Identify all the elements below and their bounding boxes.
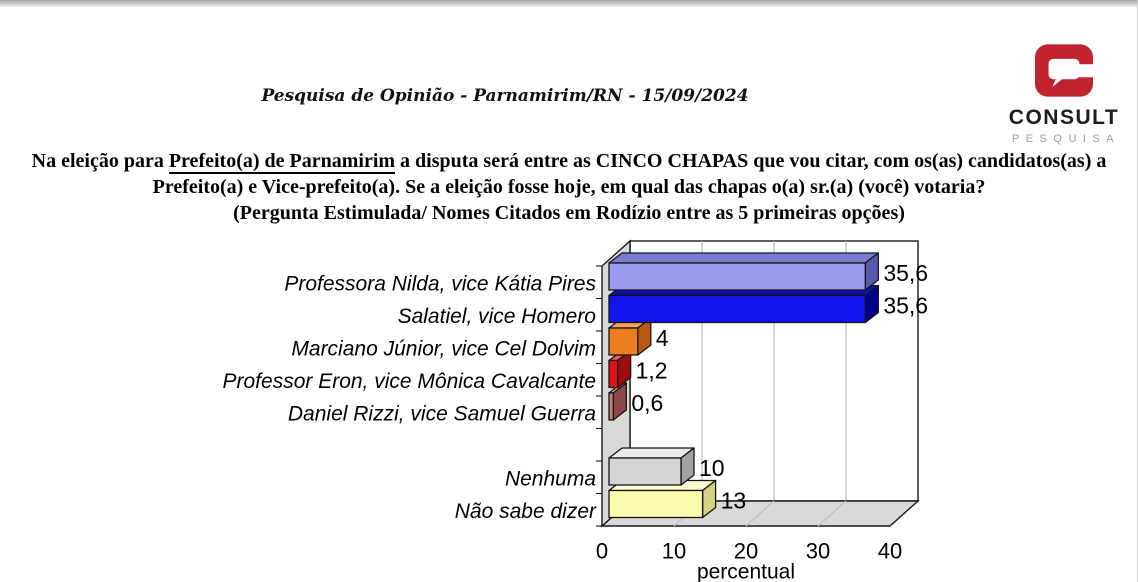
question-line1-underlined: Prefeito(a) de Parnamirim — [168, 150, 396, 174]
bar — [608, 294, 866, 324]
bar-value-label: 0,6 — [631, 390, 663, 416]
consult-logo: CONSULT PESQUISA — [1001, 44, 1127, 145]
question-line1-pre: Na eleição para — [31, 150, 169, 172]
bar — [608, 457, 682, 486]
bar-value-label: 1,2 — [636, 358, 668, 384]
survey-subtitle: Pesquisa de Opinião - Parnamirim/RN - 15… — [261, 86, 749, 106]
question-line1-post: a disputa será entre as CINCO CHAPAS que… — [395, 150, 1107, 172]
x-axis-tick-label: 40 — [878, 539, 902, 564]
bar-value-label: 35,6 — [883, 293, 928, 319]
bar-top-face — [608, 252, 879, 264]
bar-value-label: 13 — [721, 488, 747, 514]
category-label: Marciano Júnior, vice Cel Dolvim — [291, 337, 596, 360]
x-axis-tick-label: 10 — [662, 539, 686, 564]
window-top-edge — [0, 0, 1137, 7]
category-label: Professora Nilda, vice Kátia Pires — [284, 272, 596, 295]
category-label: Professor Eron, vice Mônica Cavalcante — [223, 370, 597, 393]
question-line-2: Prefeito(a) e Vice-prefeito(a). Se a ele… — [152, 176, 986, 198]
question-line-3: (Pergunta Estimulada/ Nomes Citados em R… — [233, 202, 905, 224]
x-axis-tick-label: 20 — [734, 539, 758, 564]
bar-value-label: 4 — [656, 325, 669, 351]
logo-tagline: PESQUISA — [1011, 133, 1121, 145]
category-label: Daniel Rizzi, vice Samuel Guerra — [288, 402, 596, 425]
category-label: Nenhuma — [505, 467, 596, 490]
consult-logo-icon — [1035, 44, 1093, 97]
x-axis-title: percentual — [697, 561, 795, 582]
bar — [608, 262, 866, 291]
bar — [608, 392, 614, 421]
gridline-floor — [745, 500, 775, 527]
gridline-floor — [817, 500, 847, 527]
survey-question: Na eleição para Prefeito(a) de Parnamiri… — [0, 148, 1137, 226]
bar — [608, 327, 639, 356]
x-axis-tick-label: 30 — [806, 539, 830, 564]
bar-value-label: 10 — [699, 455, 725, 481]
category-label: Não sabe dizer — [455, 500, 597, 523]
category-label: Salatiel, vice Homero — [398, 305, 597, 328]
bar-value-label: 35,6 — [883, 260, 928, 286]
bar — [608, 489, 704, 519]
x-axis-tick-label: 0 — [596, 539, 608, 564]
question-line-1: Na eleição para Prefeito(a) de Parnamiri… — [0, 148, 1137, 174]
bar-top-face — [608, 447, 695, 459]
logo-wordmark: CONSULT — [1008, 106, 1120, 129]
bar — [608, 359, 619, 389]
logo-c-gap — [1078, 64, 1093, 78]
